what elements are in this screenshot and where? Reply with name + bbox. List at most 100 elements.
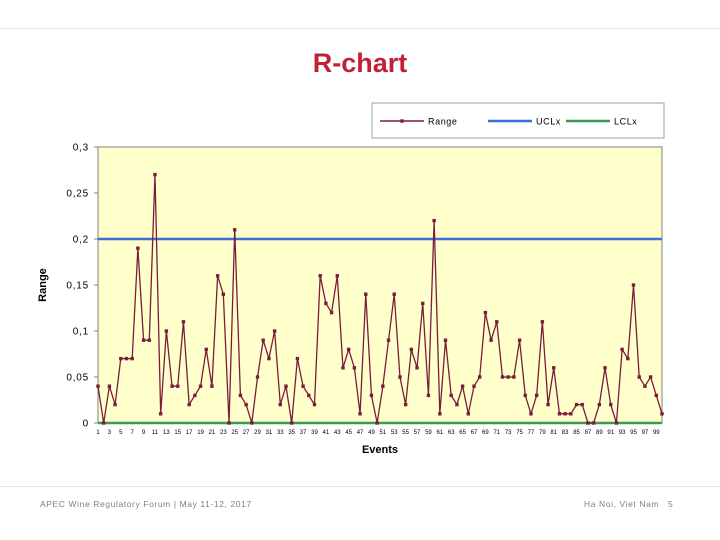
range-data-point [620,347,624,352]
x-tick-label: 15 [174,430,181,436]
y-tick-label: 0,2 [73,235,89,246]
range-data-point [96,384,100,388]
range-data-point [495,320,499,324]
range-data-point [426,393,431,398]
x-tick-label: 97 [642,430,649,436]
range-data-point [660,412,664,416]
range-data-point [107,384,112,388]
x-tick-label: 7 [131,430,135,436]
x-tick-label: 47 [357,430,364,436]
range-data-point [352,366,357,370]
range-data-point [603,366,607,370]
range-data-point [272,329,277,333]
range-data-point [346,347,351,352]
footer-location-text: Ha Noi, Viet Nam [584,499,660,509]
range-data-point [415,366,419,370]
range-data-point [609,402,613,407]
range-data-point [580,402,584,407]
range-data-point [358,412,362,416]
range-data-point [631,283,636,287]
range-data-point [563,412,567,416]
range-data-point [483,310,488,315]
range-data-point [529,412,533,416]
legend-label-range: Range [428,117,458,127]
range-data-point [460,384,465,388]
range-data-point [221,292,226,296]
footer-left-text: APEC Wine Regulatory Forum | May 11-12, … [40,499,252,509]
x-tick-label: 69 [482,430,489,436]
x-tick-label: 83 [562,430,569,436]
x-tick-label: 43 [334,430,341,436]
x-tick-label: 5 [119,430,123,436]
x-tick-label: 75 [516,430,523,436]
range-data-point [324,301,328,306]
y-tick-label: 0,3 [73,143,89,154]
range-data-point [158,412,163,416]
range-data-point [301,384,305,388]
x-tick-label: 39 [311,430,318,436]
page-number: 5 [668,499,674,509]
x-tick-label: 17 [186,430,193,436]
x-tick-label: 67 [471,430,478,436]
x-tick-label: 33 [277,430,284,436]
range-data-point [421,301,425,306]
range-data-point [534,393,539,398]
range-data-point [141,338,146,342]
range-data-point [193,393,197,398]
range-data-point [130,356,134,361]
range-data-point [329,310,334,315]
x-tick-label: 31 [266,430,273,436]
x-tick-label: 59 [425,430,432,436]
range-data-point [335,274,339,278]
range-data-point [597,402,602,407]
range-data-point [255,375,260,379]
range-data-point [198,384,203,388]
x-tick-label: 37 [300,430,307,436]
range-data-point [472,384,476,388]
range-data-point [215,274,220,278]
range-series-line [97,174,663,424]
range-data-point [648,375,653,379]
range-data-point [614,421,619,425]
x-tick-label: 1 [96,430,100,436]
range-data-point [523,393,527,398]
range-data-point [552,366,556,370]
x-tick-label: 61 [436,430,443,436]
x-tick-label: 79 [539,430,546,436]
range-data-point [466,412,471,416]
y-tick-label: 0 [83,419,89,430]
range-data-point [449,393,453,398]
range-data-point [312,402,317,407]
range-data-point [295,356,300,361]
range-data-point [569,412,573,416]
range-data-point [512,375,516,379]
x-tick-label: 49 [368,430,375,436]
range-data-point [210,384,214,388]
y-tick-label: 0,25 [66,189,89,200]
range-data-point [227,421,231,425]
range-data-point [438,412,442,416]
x-tick-label: 35 [288,430,295,436]
range-data-point [398,375,402,379]
range-data-point [119,356,123,361]
x-tick-label: 77 [528,430,535,436]
range-data-point [654,393,659,398]
x-tick-label: 19 [197,430,204,436]
range-data-point [643,384,647,388]
y-tick-label: 0,15 [66,281,89,292]
x-tick-label: 65 [459,430,466,436]
range-data-point [278,402,283,407]
range-data-point [506,375,510,379]
x-tick-label: 25 [231,430,238,436]
range-data-point [455,402,459,407]
range-data-point [176,384,180,388]
x-tick-label: 93 [619,430,626,436]
range-data-point [153,172,157,177]
range-data-point [147,338,151,342]
range-data-point [289,421,294,425]
range-data-point [409,347,414,352]
x-tick-label: 41 [323,430,330,436]
x-tick-label: 57 [414,430,421,436]
range-data-point [136,246,140,250]
